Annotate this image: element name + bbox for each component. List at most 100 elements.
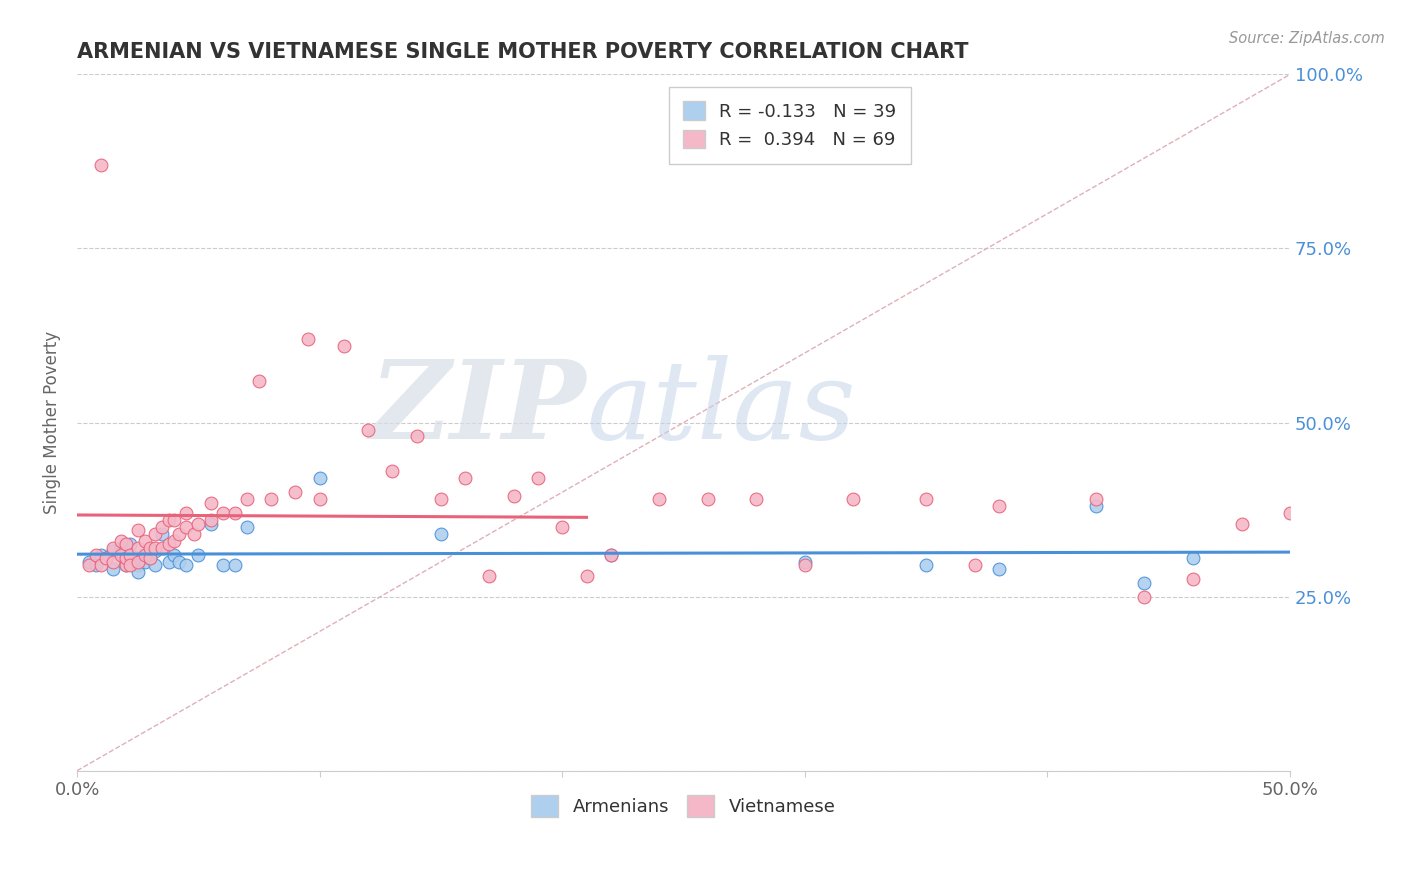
Point bbox=[1084, 499, 1107, 513]
Point bbox=[86, 548, 108, 562]
Point bbox=[163, 513, 186, 527]
Point bbox=[648, 492, 671, 507]
Point bbox=[842, 492, 865, 507]
Point bbox=[90, 548, 112, 562]
Point bbox=[174, 520, 197, 534]
Point bbox=[77, 555, 100, 569]
Point bbox=[134, 533, 156, 548]
Point bbox=[90, 558, 112, 573]
Point bbox=[224, 558, 246, 573]
Y-axis label: Single Mother Poverty: Single Mother Poverty bbox=[44, 331, 60, 514]
Text: Source: ZipAtlas.com: Source: ZipAtlas.com bbox=[1229, 31, 1385, 46]
Point bbox=[284, 485, 307, 500]
Point bbox=[502, 489, 524, 503]
Point bbox=[1084, 492, 1107, 507]
Point bbox=[143, 527, 166, 541]
Point bbox=[134, 548, 156, 562]
Point bbox=[139, 541, 162, 555]
Point bbox=[174, 558, 197, 573]
Point bbox=[134, 555, 156, 569]
Point bbox=[110, 533, 132, 548]
Point bbox=[143, 558, 166, 573]
Text: ARMENIAN VS VIETNAMESE SINGLE MOTHER POVERTY CORRELATION CHART: ARMENIAN VS VIETNAMESE SINGLE MOTHER POV… bbox=[77, 42, 969, 62]
Point bbox=[200, 513, 222, 527]
Point bbox=[430, 492, 453, 507]
Point bbox=[127, 566, 149, 580]
Point bbox=[110, 548, 132, 562]
Text: atlas: atlas bbox=[586, 355, 856, 462]
Point bbox=[114, 555, 136, 569]
Point bbox=[211, 506, 233, 520]
Point bbox=[157, 555, 180, 569]
Point bbox=[575, 568, 598, 582]
Point bbox=[139, 551, 162, 566]
Point bbox=[127, 551, 149, 566]
Point bbox=[187, 516, 209, 531]
Point bbox=[110, 541, 132, 555]
Point bbox=[103, 562, 125, 576]
Point bbox=[127, 558, 149, 573]
Point bbox=[77, 558, 100, 573]
Point bbox=[211, 558, 233, 573]
Point bbox=[454, 471, 477, 485]
Point bbox=[187, 548, 209, 562]
Point bbox=[150, 520, 173, 534]
Point bbox=[224, 506, 246, 520]
Point bbox=[333, 339, 356, 353]
Point bbox=[114, 537, 136, 551]
Point bbox=[143, 544, 166, 558]
Point bbox=[236, 520, 259, 534]
Point bbox=[1230, 516, 1253, 531]
Point bbox=[143, 541, 166, 555]
Point bbox=[793, 555, 815, 569]
Point bbox=[308, 471, 330, 485]
Point bbox=[127, 555, 149, 569]
Point bbox=[127, 541, 149, 555]
Point bbox=[478, 568, 501, 582]
Point bbox=[381, 464, 404, 478]
Point bbox=[174, 506, 197, 520]
Point bbox=[114, 551, 136, 566]
Point bbox=[163, 533, 186, 548]
Point bbox=[357, 423, 380, 437]
Point bbox=[297, 332, 319, 346]
Point bbox=[103, 555, 125, 569]
Point bbox=[90, 158, 112, 172]
Point bbox=[114, 558, 136, 573]
Point bbox=[430, 527, 453, 541]
Point bbox=[163, 548, 186, 562]
Point bbox=[745, 492, 768, 507]
Point bbox=[150, 541, 173, 555]
Point bbox=[139, 551, 162, 566]
Point bbox=[134, 548, 156, 562]
Point bbox=[260, 492, 283, 507]
Point bbox=[96, 551, 118, 566]
Point bbox=[527, 471, 550, 485]
Point bbox=[1279, 506, 1302, 520]
Point bbox=[120, 548, 142, 562]
Point bbox=[1181, 551, 1204, 566]
Point bbox=[247, 374, 270, 388]
Point bbox=[86, 558, 108, 573]
Point bbox=[915, 558, 938, 573]
Legend: Armenians, Vietnamese: Armenians, Vietnamese bbox=[524, 788, 844, 824]
Point bbox=[120, 537, 142, 551]
Point bbox=[167, 527, 190, 541]
Point bbox=[157, 513, 180, 527]
Point bbox=[103, 544, 125, 558]
Point bbox=[200, 495, 222, 509]
Point bbox=[1133, 575, 1156, 590]
Text: ZIP: ZIP bbox=[370, 355, 586, 462]
Point bbox=[120, 558, 142, 573]
Point bbox=[150, 527, 173, 541]
Point bbox=[157, 537, 180, 551]
Point bbox=[167, 555, 190, 569]
Point bbox=[120, 548, 142, 562]
Point bbox=[987, 499, 1010, 513]
Point bbox=[987, 562, 1010, 576]
Point bbox=[96, 551, 118, 566]
Point bbox=[793, 558, 815, 573]
Point bbox=[308, 492, 330, 507]
Point bbox=[110, 544, 132, 558]
Point bbox=[963, 558, 986, 573]
